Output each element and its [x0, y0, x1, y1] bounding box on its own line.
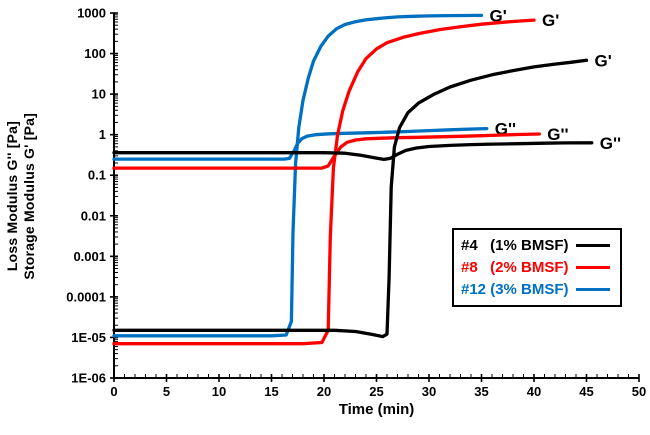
x-axis-title: Time (min)	[338, 401, 415, 418]
legend-line-swatch	[576, 288, 610, 291]
x-tick-label: 20	[317, 384, 331, 399]
y-tick-label: 100	[84, 46, 106, 61]
legend-label: #4 (1% BMSF)	[461, 237, 569, 254]
y-tick-label: 0.1	[88, 168, 106, 183]
curve-end-label-s4_gpp: G''	[600, 134, 621, 153]
x-tick-label: 40	[527, 384, 541, 399]
y-tick-label: 1	[99, 127, 106, 142]
y-axis-ticks: 1000 100 10 1 0.1 0.01 0.001 0.0001 1E-05 1E-06	[66, 6, 118, 386]
legend-box: #4 (1% BMSF) #8 (2% BMSF) #12 (3% BMSF)	[452, 228, 622, 307]
y-tick-label: 0.01	[81, 208, 106, 223]
curve-end-label-s8_gp: G'	[542, 11, 559, 30]
x-tick-label: 5	[163, 384, 170, 399]
legend-row-sample8: #8 (2% BMSF)	[454, 259, 620, 276]
axes-frame	[113, 13, 639, 379]
y-tick-label: 1E-06	[71, 371, 106, 386]
curve-end-label-s8_gpp: G''	[547, 125, 568, 144]
series-curve-s12_gpp	[112, 126, 489, 161]
y-axis-title-line-loss-modulus: Loss Modulus G'' [Pa]	[4, 120, 20, 272]
x-tick-label: 25	[369, 384, 383, 399]
x-axis-minor-ticks	[124, 374, 629, 378]
series-curve-s8_gp	[112, 18, 536, 346]
x-tick-label: 45	[579, 384, 593, 399]
series-curve-s12_gp	[112, 13, 484, 338]
y-axis-title: Loss Modulus G'' [Pa] Storage Modulus G'…	[4, 0, 37, 392]
y-tick-label: 0.0001	[66, 289, 106, 304]
y-tick-label: 1E-05	[71, 330, 106, 345]
x-tick-label: 10	[212, 384, 226, 399]
series-curve-s4_gpp	[112, 141, 594, 162]
x-tick-label: 0	[110, 384, 117, 399]
legend-row-sample4: #4 (1% BMSF)	[454, 237, 620, 254]
y-axis-minor-ticks	[114, 14, 118, 367]
x-axis-ticks: 0 5 10 15 20 25 30 35 40 45 50	[110, 374, 646, 399]
legend-line-swatch	[576, 266, 610, 269]
x-tick-label: 35	[474, 384, 488, 399]
x-tick-label: 30	[422, 384, 436, 399]
x-tick-label: 50	[632, 384, 646, 399]
y-axis-title-line-storage-modulus: Storage Modulus G' [Pa]	[21, 112, 37, 280]
y-tick-label: 1000	[77, 6, 106, 21]
legend-label: #12 (3% BMSF)	[461, 281, 569, 298]
curve-end-label-s4_gp: G'	[595, 51, 612, 70]
y-tick-label: 10	[92, 87, 106, 102]
x-tick-label: 15	[264, 384, 278, 399]
series-curve-s4_gp	[112, 58, 589, 339]
legend-label: #8 (2% BMSF)	[461, 259, 569, 276]
legend-line-swatch	[576, 244, 610, 247]
series-curve-s8_gpp	[112, 132, 541, 170]
y-tick-label: 0.001	[73, 249, 106, 264]
legend-row-sample12: #12 (3% BMSF)	[454, 281, 620, 298]
